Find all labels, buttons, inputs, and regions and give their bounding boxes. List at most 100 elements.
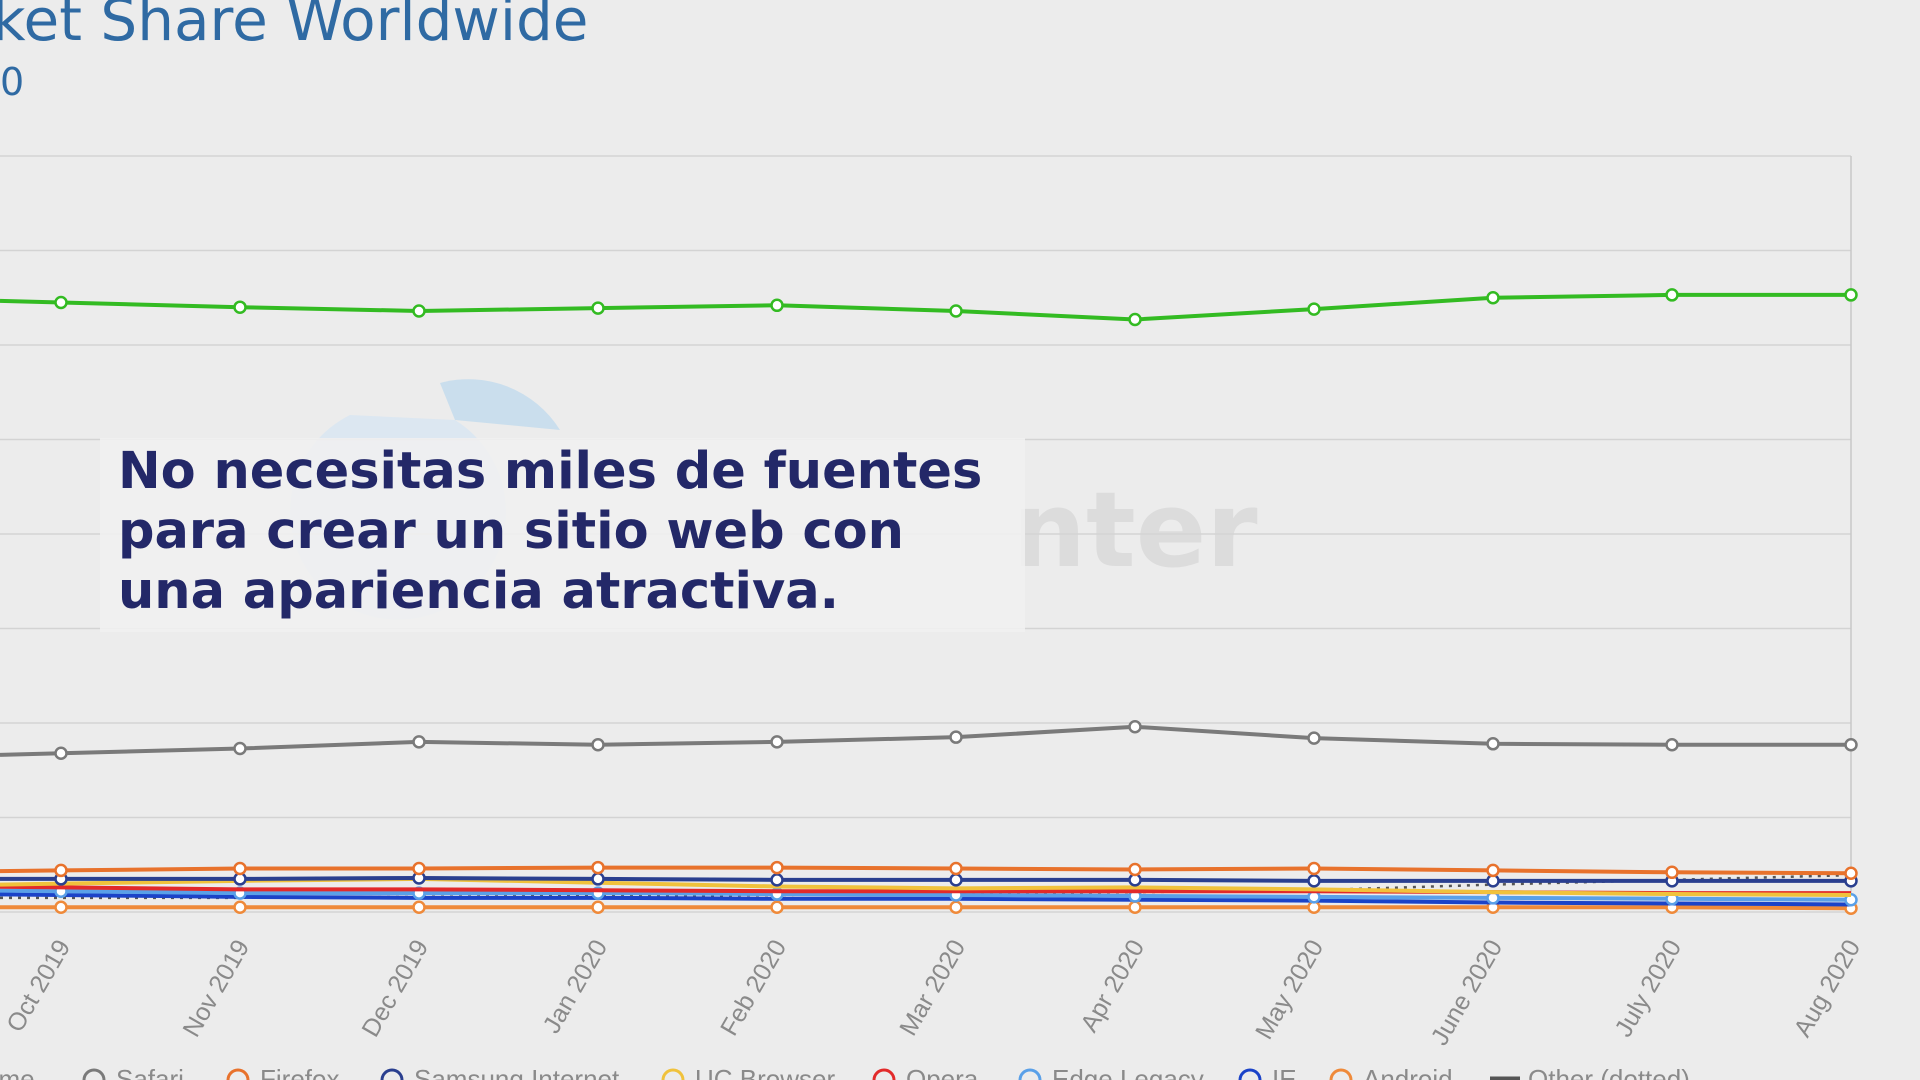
- legend-label: ome: [0, 1064, 35, 1080]
- series-line-firefox: [0, 865, 1852, 876]
- data-point-android: [770, 900, 784, 915]
- data-point-safari: [1486, 737, 1500, 751]
- data-point-android: [1128, 900, 1142, 915]
- data-point-chrome: [1665, 288, 1679, 302]
- chart-title: ket Share Worldwide: [0, 0, 589, 54]
- data-point-chrome: [770, 298, 784, 313]
- x-tick-label: Apr 2020: [1075, 935, 1150, 1037]
- data-point-samsung-internet: [949, 873, 963, 887]
- series-line-chrome: [0, 292, 1851, 322]
- series-ie: [0, 892, 1852, 907]
- data-point-safari: [54, 746, 68, 760]
- x-axis-ticks: Oct 2019 Nov 2019 Dec 2019 Jan 2020 Feb 2020…: [1, 935, 1866, 1050]
- caption-overlay: No necesitas miles de fuentes para crear…: [100, 438, 1025, 632]
- data-point-safari: [949, 730, 963, 744]
- legend-swatch-icon: [380, 1068, 404, 1080]
- data-point-safari: [1128, 720, 1142, 734]
- legend-label: Opera: [906, 1064, 979, 1080]
- x-tick-label: Feb 2020: [715, 935, 792, 1040]
- legend-label: Other (dotted): [1528, 1064, 1690, 1080]
- series-line-edge-legacy: [0, 888, 1852, 902]
- legend-label: Firefox: [260, 1064, 339, 1080]
- watermark-text: nter: [1012, 469, 1258, 591]
- legend-item[interactable]: IE: [1238, 1064, 1297, 1080]
- data-point-firefox: [1844, 866, 1858, 881]
- series-uc-browser: [0, 876, 1852, 897]
- legend-swatch-icon: [661, 1068, 685, 1080]
- series-line-uc-browser: [0, 876, 1852, 897]
- legend-swatch-icon: [82, 1068, 106, 1080]
- legend-swatch-icon: [1329, 1068, 1353, 1080]
- series-line-android: [0, 905, 1852, 911]
- data-point-firefox: [1307, 861, 1321, 876]
- data-point-safari: [1844, 737, 1858, 752]
- legend-label: Android: [1363, 1064, 1453, 1080]
- x-tick-label: Aug 2020: [1788, 935, 1866, 1042]
- legend-label: UC Browser: [695, 1064, 835, 1080]
- x-tick-label: Jan 2020: [538, 935, 614, 1038]
- legend-item[interactable]: UC Browser: [661, 1064, 835, 1080]
- x-tick-label: Oct 2019: [1, 935, 76, 1037]
- data-point-safari: [412, 735, 426, 749]
- data-point-chrome: [1307, 302, 1321, 316]
- x-tick-label: Dec 2019: [356, 935, 434, 1042]
- data-point-android: [949, 900, 963, 915]
- data-point-safari: [1307, 731, 1321, 745]
- x-tick-label: Nov 2019: [177, 935, 255, 1042]
- data-point-firefox: [1486, 863, 1500, 878]
- legend-item[interactable]: Firefox: [226, 1064, 339, 1080]
- data-point-firefox: [949, 861, 963, 876]
- series-samsung-internet: [0, 871, 1858, 888]
- legend-item[interactable]: Samsung Internet: [380, 1064, 620, 1080]
- chart-subtitle: 0: [0, 60, 25, 104]
- data-point-samsung-internet: [770, 873, 784, 887]
- legend-item[interactable]: Opera: [872, 1064, 979, 1080]
- legend-item[interactable]: ome: [0, 1064, 35, 1080]
- data-point-chrome: [591, 301, 605, 315]
- data-point-samsung-internet: [591, 872, 605, 886]
- data-point-firefox: [1665, 865, 1679, 880]
- data-point-firefox: [54, 863, 68, 878]
- legend-item[interactable]: Android: [1329, 1064, 1453, 1080]
- chart-legend: ome Safari Firefox Samsung Internet UC Brows…: [0, 1064, 1690, 1080]
- x-tick-label: Mar 2020: [894, 935, 971, 1040]
- series-safari: [0, 720, 1858, 760]
- data-point-chrome: [1128, 312, 1142, 327]
- x-tick-label: June 2020: [1426, 935, 1509, 1050]
- legend-swatch-icon: [1238, 1068, 1262, 1080]
- data-point-safari: [233, 741, 247, 756]
- data-point-samsung-internet: [1307, 874, 1321, 888]
- data-point-safari: [591, 737, 605, 752]
- series-line-samsung-internet: [0, 875, 1851, 883]
- data-point-firefox: [1128, 862, 1142, 877]
- series-line-ie: [0, 892, 1852, 907]
- legend-swatch-icon: [1018, 1068, 1042, 1080]
- series-android: [0, 900, 1858, 915]
- data-point-chrome: [412, 304, 426, 318]
- series-chrome: [0, 288, 1858, 327]
- data-point-android: [54, 900, 68, 915]
- legend-swatch-icon: [226, 1068, 250, 1080]
- legend-item[interactable]: Other (dotted): [1490, 1064, 1690, 1080]
- data-point-android: [233, 900, 247, 915]
- legend-label: Edge Legacy: [1052, 1064, 1204, 1080]
- data-point-chrome: [949, 304, 963, 318]
- data-point-safari: [770, 735, 784, 749]
- legend-item[interactable]: Edge Legacy: [1018, 1064, 1204, 1080]
- watermark-pie-slice-icon: [440, 379, 560, 430]
- legend-item[interactable]: Safari: [82, 1064, 184, 1080]
- data-point-chrome: [54, 295, 68, 310]
- data-point-firefox: [770, 860, 784, 875]
- legend-swatch-icon: [872, 1068, 896, 1080]
- data-point-chrome: [233, 300, 247, 314]
- data-point-chrome: [1486, 291, 1500, 305]
- data-point-firefox: [233, 861, 247, 876]
- legend-label: IE: [1272, 1064, 1297, 1080]
- x-tick-label: May 2020: [1250, 935, 1329, 1044]
- data-point-firefox: [412, 861, 426, 876]
- data-point-chrome: [1844, 288, 1858, 302]
- series-firefox: [0, 860, 1858, 881]
- data-point-android: [412, 900, 426, 915]
- series-line-safari: [0, 724, 1851, 757]
